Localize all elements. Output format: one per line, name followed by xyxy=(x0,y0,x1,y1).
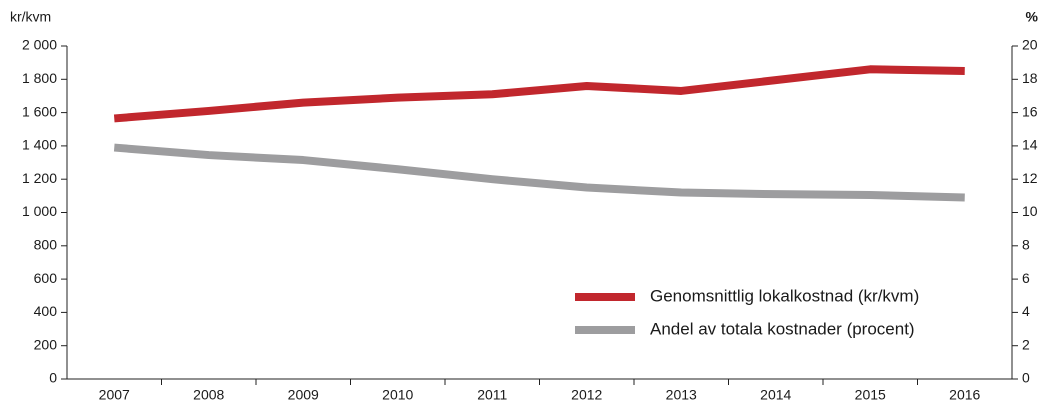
y2-tick-label: 0 xyxy=(1022,370,1030,386)
y2-axis-label: % xyxy=(1026,9,1039,25)
y-tick-label: 800 xyxy=(34,237,58,253)
y-tick-label: 200 xyxy=(34,336,58,352)
x-tick-label: 2008 xyxy=(193,387,224,403)
y2-tick-label: 12 xyxy=(1022,170,1038,186)
y2-tick-label: 2 xyxy=(1022,336,1030,352)
x-tick-label: 2014 xyxy=(760,387,791,403)
y2-tick-label: 4 xyxy=(1022,303,1030,319)
legend-label: Andel av totala kostnader (procent) xyxy=(650,319,915,338)
y2-tick-label: 8 xyxy=(1022,237,1030,253)
y2-tick-label: 10 xyxy=(1022,203,1038,219)
y-tick-label: 1 000 xyxy=(22,203,57,219)
y-tick-label: 1 600 xyxy=(22,103,57,119)
y2-tick-label: 6 xyxy=(1022,270,1030,286)
x-tick-label: 2015 xyxy=(855,387,886,403)
series-line xyxy=(113,65,965,123)
y-tick-label: 1 400 xyxy=(22,137,57,153)
y2-tick-label: 14 xyxy=(1022,137,1038,153)
y-tick-label: 2 000 xyxy=(22,37,57,53)
x-tick-label: 2012 xyxy=(571,387,602,403)
y-tick-label: 1 200 xyxy=(22,170,57,186)
y-tick-label: 0 xyxy=(49,370,57,386)
x-tick-label: 2013 xyxy=(666,387,697,403)
x-tick-label: 2016 xyxy=(949,387,980,403)
legend-label: Genomsnittlig lokalkostnad (kr/kvm) xyxy=(650,286,919,305)
x-tick-label: 2011 xyxy=(477,387,507,403)
y-tick-label: 1 800 xyxy=(22,70,57,86)
y2-tick-label: 18 xyxy=(1022,70,1038,86)
x-tick-label: 2007 xyxy=(99,387,130,403)
y-tick-label: 600 xyxy=(34,270,58,286)
y2-tick-label: 16 xyxy=(1022,103,1038,119)
y-tick-label: 400 xyxy=(34,303,58,319)
x-tick-label: 2010 xyxy=(382,387,413,403)
y2-tick-label: 20 xyxy=(1022,37,1038,53)
series-line xyxy=(113,143,965,202)
x-tick-label: 2009 xyxy=(288,387,319,403)
y-axis-label: kr/kvm xyxy=(10,9,51,25)
